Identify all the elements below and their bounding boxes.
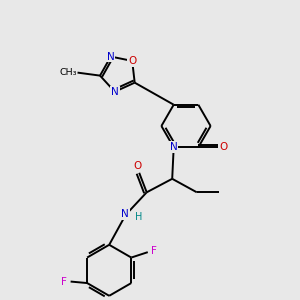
Text: N: N	[111, 87, 119, 97]
Text: O: O	[220, 142, 228, 152]
Text: O: O	[134, 161, 142, 171]
Text: F: F	[152, 246, 157, 256]
Text: F: F	[61, 277, 67, 286]
Text: N: N	[121, 209, 129, 219]
Text: N: N	[107, 52, 115, 61]
Text: O: O	[128, 56, 136, 66]
Text: CH₃: CH₃	[59, 68, 77, 77]
Text: N: N	[170, 142, 178, 152]
Text: H: H	[135, 212, 142, 222]
